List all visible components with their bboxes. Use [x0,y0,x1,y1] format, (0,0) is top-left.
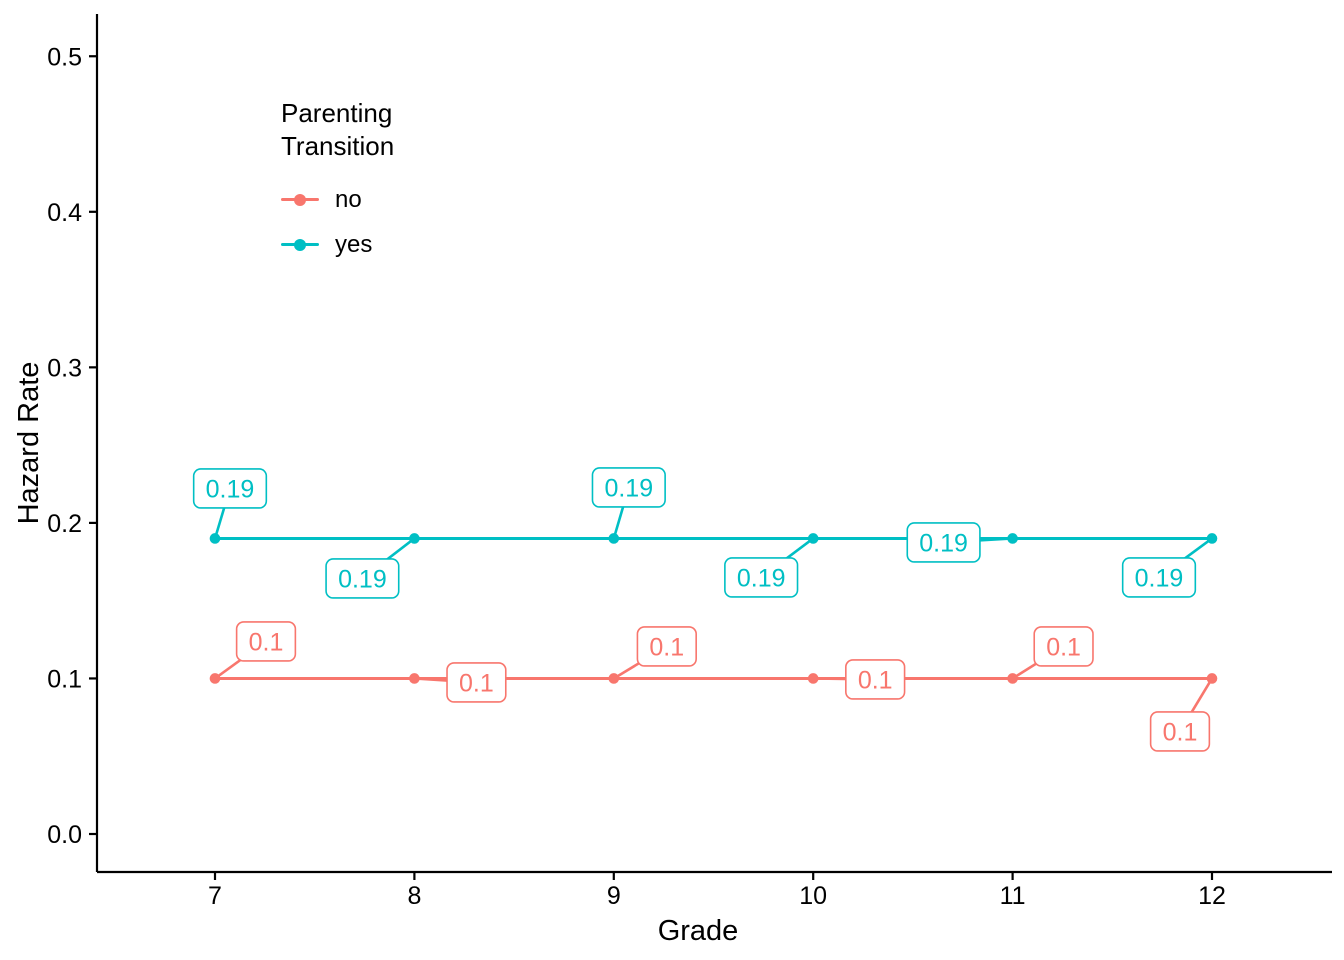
x-tick-label: 12 [1198,882,1226,910]
point-label: 0.19 [737,564,786,592]
point-label: 0.19 [604,474,653,502]
data-point-yes [608,533,620,544]
y-tick-label: 0.3 [47,354,82,382]
point-label-box [235,621,297,662]
point-label: 0.19 [338,565,387,593]
y-tick-label: 0.2 [47,510,82,538]
point-label-box [845,659,906,700]
point-label: 0.19 [919,529,968,557]
point-label: 0.1 [249,628,284,656]
x-tick-label: 8 [407,882,421,910]
point-label: 0.1 [858,666,893,694]
x-tick-label: 10 [799,882,827,910]
point-label-box [636,626,697,667]
x-tick-label: 7 [208,882,222,910]
point-label-box [192,468,268,509]
data-point-no [807,673,819,684]
legend-glyph-yes [281,222,319,267]
point-label: 0.1 [459,669,494,697]
legend-label-yes: yes [335,230,373,258]
y-tick-label: 0.0 [47,821,82,849]
data-point-yes [209,533,221,544]
data-point-yes [1206,533,1218,544]
point-label: 0.1 [1046,633,1081,661]
point-label-box [325,558,400,599]
legend-point-icon [294,238,306,251]
legend-items: no yes [281,177,471,267]
x-tick-label: 11 [1000,882,1026,910]
point-label: 0.1 [649,633,684,661]
data-point-yes [409,533,420,544]
point-label-box [1149,711,1211,752]
data-point-no [409,673,420,684]
x-axis-title: Grade [658,915,739,947]
point-label-box [591,467,666,508]
legend-item-no: no [281,177,471,222]
legend-point-icon [294,193,306,206]
y-tick-label: 0.5 [47,43,82,71]
point-label-box [1033,626,1094,667]
x-tick-label: 9 [607,882,621,910]
legend-glyph-no [281,177,319,222]
point-label: 0.1 [1163,718,1198,746]
data-point-yes [1007,533,1018,544]
legend-title: Parenting Transition [281,98,395,161]
data-point-yes [807,533,819,544]
y-axis-title: Hazard Rate [13,362,45,525]
point-label: 0.19 [1135,564,1184,592]
data-point-no [209,673,221,684]
point-label-box [446,662,507,703]
legend-label-no: no [335,185,362,213]
y-tick-label: 0.4 [47,199,82,227]
data-point-no [608,673,620,684]
point-label: 0.19 [206,475,255,503]
legend-item-yes: yes [281,222,471,267]
y-tick-label: 0.1 [47,665,82,693]
point-label-box [724,557,799,598]
data-point-no [1007,673,1018,684]
data-point-no [1206,673,1218,684]
point-label-box [1121,557,1197,598]
point-label-box [906,522,981,563]
legend: Parenting Transition no yes [281,97,471,267]
